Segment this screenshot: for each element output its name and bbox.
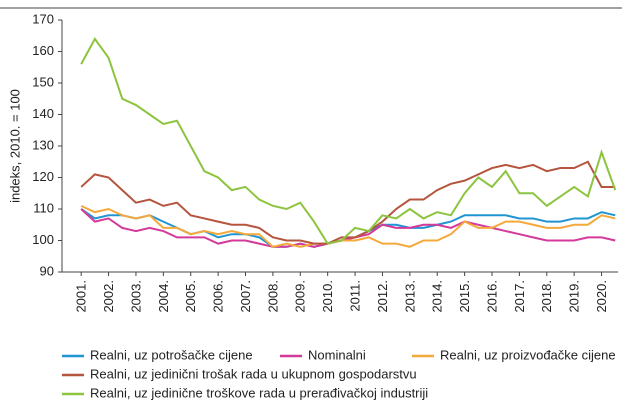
x-tick-label: 2009. xyxy=(293,280,308,313)
y-axis-label: indeks, 2010. = 100 xyxy=(7,89,22,203)
series-line xyxy=(80,204,616,248)
y-tick-label: 140 xyxy=(32,106,54,121)
x-tick-label: 2012. xyxy=(375,280,390,313)
x-tick-label: 2015. xyxy=(457,280,472,313)
y-tick-label: 150 xyxy=(32,74,54,89)
series-line xyxy=(80,208,616,248)
legend-label: Realni, uz potrošačke cijene xyxy=(90,347,253,362)
y-tick-label: 160 xyxy=(32,43,54,58)
x-tick-label: 2017. xyxy=(512,280,527,313)
x-tick-label: 2019. xyxy=(567,280,582,313)
legend-label: Realni, uz jedinične troškove rada u pre… xyxy=(90,385,428,400)
x-tick-label: 2007. xyxy=(238,280,253,313)
legend-label: Realni, uz jedinični trošak rada u ukupn… xyxy=(90,366,417,381)
x-tick-label: 2013. xyxy=(402,280,417,313)
y-tick-label: 90 xyxy=(40,263,54,278)
x-tick-label: 2004. xyxy=(156,280,171,313)
y-tick-label: 170 xyxy=(32,11,54,26)
legend-label: Realni, uz proizvođačke cijene xyxy=(440,347,616,362)
x-tick-label: 2001. xyxy=(74,280,89,313)
x-tick-label: 2008. xyxy=(265,280,280,313)
x-tick-label: 2011. xyxy=(348,280,363,312)
series-line xyxy=(80,160,616,245)
x-tick-label: 2016. xyxy=(484,280,499,313)
x-tick-label: 2005. xyxy=(183,280,198,313)
x-tick-label: 2006. xyxy=(211,280,226,313)
x-tick-label: 2014. xyxy=(430,280,445,313)
y-tick-label: 100 xyxy=(32,232,54,247)
x-tick-label: 2018. xyxy=(539,280,554,313)
y-tick-label: 110 xyxy=(33,200,54,215)
legend-label: Nominalni xyxy=(308,347,366,362)
series-line xyxy=(80,37,617,245)
x-tick-label: 2010. xyxy=(320,280,335,313)
x-tick-label: 2003. xyxy=(128,280,143,313)
y-tick-label: 120 xyxy=(32,169,54,184)
y-tick-label: 130 xyxy=(32,137,54,152)
x-tick-label: 2002. xyxy=(101,280,116,313)
x-tick-label: 2020. xyxy=(594,280,609,313)
